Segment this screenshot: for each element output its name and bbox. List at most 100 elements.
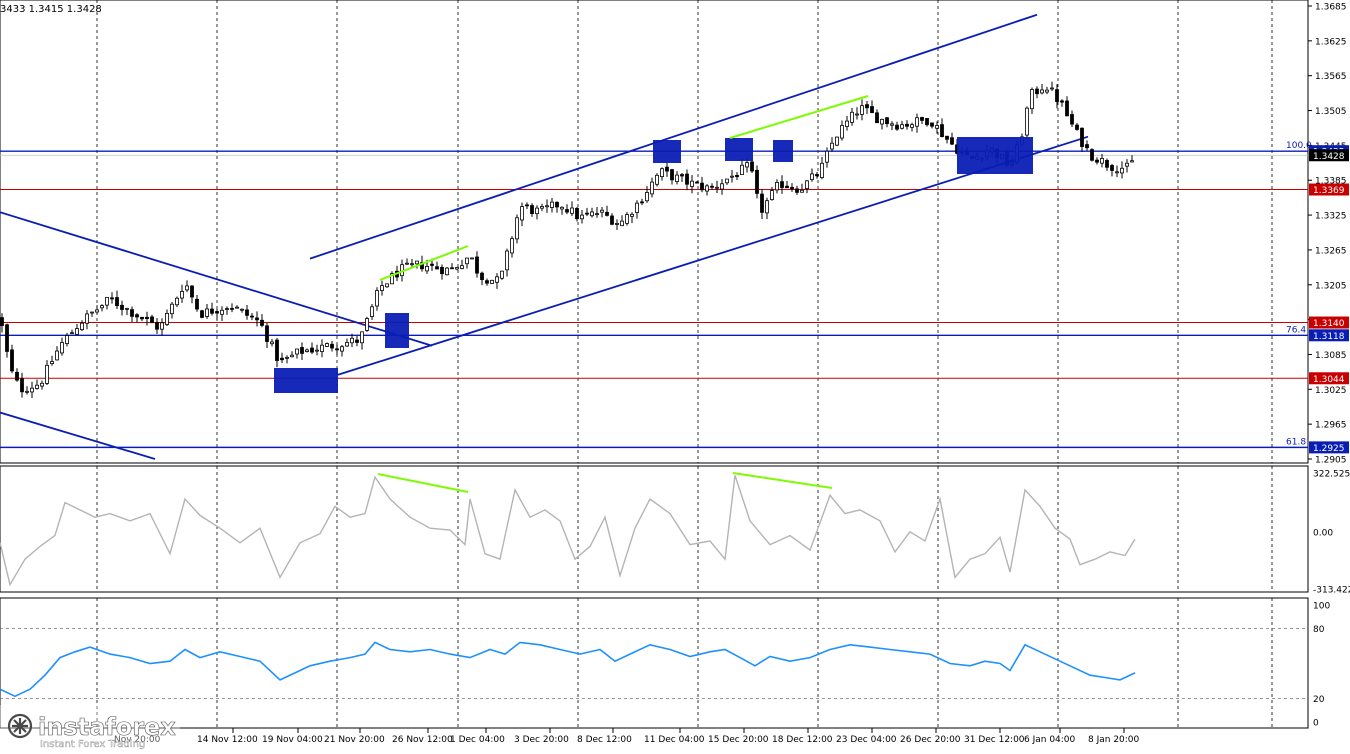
candle-body: [295, 348, 299, 355]
rsi-y-tick-label: 20: [1313, 695, 1325, 705]
candle-body: [1060, 100, 1064, 103]
y-tick-label: 1.3325: [1315, 212, 1347, 222]
logo-brand-text: instaforex: [38, 713, 176, 741]
candle-body: [1100, 158, 1104, 164]
candle-body: [265, 325, 269, 342]
cci-layer: [0, 475, 1136, 587]
price-level-label: 1.3140: [1313, 319, 1345, 329]
candle-body: [220, 309, 224, 315]
y-tick-label: 1.3625: [1315, 37, 1347, 47]
candle-body: [1115, 171, 1119, 174]
candle-body: [50, 361, 54, 365]
candle-body: [705, 185, 709, 192]
candle-body: [425, 265, 429, 272]
candle-body: [630, 213, 634, 217]
candle-body: [290, 354, 294, 358]
candle-body: [125, 308, 129, 310]
candle-body: [745, 162, 749, 168]
candle-body: [665, 166, 669, 172]
candle-body: [95, 309, 99, 313]
candle-body: [825, 150, 829, 163]
candle-body: [835, 136, 839, 146]
candle-body: [10, 349, 14, 372]
candle-body: [145, 316, 149, 319]
cci-y-tick-label: 322.5258: [1313, 470, 1350, 480]
candle-body: [560, 206, 564, 210]
candle-body: [780, 181, 784, 188]
candle-body: [640, 201, 644, 204]
candle-body: [1070, 114, 1074, 125]
candle-body: [225, 308, 229, 310]
candle-body: [375, 290, 379, 307]
candle-body: [695, 181, 699, 184]
candle-body: [30, 387, 34, 393]
divergence-layer: [377, 95, 869, 493]
x-tick-label: 26 Nov 12:00: [392, 735, 453, 745]
candle-body: [510, 238, 514, 254]
candle-body: [415, 260, 419, 265]
candle-body: [1035, 88, 1039, 95]
candle-body: [485, 280, 489, 284]
candle-body: [710, 185, 714, 188]
candle-body: [930, 122, 934, 127]
candle-body: [790, 186, 794, 190]
candle-body: [550, 201, 554, 208]
divergence-line-cci: [377, 473, 469, 493]
candle-body: [215, 311, 219, 314]
candle-body: [200, 310, 204, 318]
signal-box: [653, 140, 681, 163]
candle-body: [910, 124, 914, 128]
candle-body: [390, 273, 394, 285]
candle-body: [585, 212, 589, 215]
candle-body: [875, 112, 879, 124]
brand-logo: instaforex Instant Forex Trading: [0, 705, 180, 750]
candle-body: [655, 174, 659, 185]
candle-body: [435, 266, 439, 270]
candle-body: [690, 180, 694, 187]
candle-body: [430, 263, 434, 266]
rsi-pane-frame: [0, 597, 1309, 729]
candle-body: [685, 173, 689, 185]
candle-body: [270, 341, 274, 345]
y-tick-label: 1.3085: [1315, 351, 1347, 361]
signal-box: [725, 138, 753, 161]
signal-box: [773, 140, 793, 162]
axis-layer: Nov 20:00 14 Nov 12:00 19 Nov 04:00 21 Nov …: [114, 3, 1350, 746]
candle-body: [1040, 89, 1044, 94]
candle-body: [1050, 87, 1054, 90]
grid-layer: [0, 0, 1309, 729]
candle-body: [420, 262, 424, 270]
candle-body: [880, 118, 884, 125]
candle-body: [160, 322, 164, 330]
candle-body: [845, 120, 849, 127]
candle-body: [305, 349, 309, 352]
candle-body: [210, 308, 214, 314]
candle-body: [1125, 162, 1129, 167]
candle-body: [555, 201, 559, 208]
candle-body: [235, 306, 239, 309]
candle-body: [1085, 144, 1089, 149]
candle-body: [530, 205, 534, 214]
candle-body: [615, 222, 619, 225]
candle-body: [385, 283, 389, 288]
candle-body: [905, 123, 909, 127]
candle-body: [635, 202, 639, 213]
x-tick-label: 19 Nov 04:00: [262, 735, 323, 745]
candle-body: [370, 306, 374, 317]
candle-body: [1120, 167, 1124, 174]
candle-body: [180, 291, 184, 299]
candle-body: [1075, 124, 1079, 130]
candle-body: [350, 337, 354, 344]
candle-body: [490, 279, 494, 284]
candle-body: [820, 162, 824, 178]
candle-body: [810, 173, 814, 180]
candle-body: [950, 137, 954, 145]
candle-body: [785, 185, 789, 189]
candle-body: [315, 349, 319, 352]
x-tick-label: 11 Dec 04:00: [644, 735, 705, 745]
candle-body: [565, 209, 569, 213]
candle-body: [140, 316, 144, 320]
candle-body: [645, 192, 649, 202]
candle-body: [445, 267, 449, 276]
